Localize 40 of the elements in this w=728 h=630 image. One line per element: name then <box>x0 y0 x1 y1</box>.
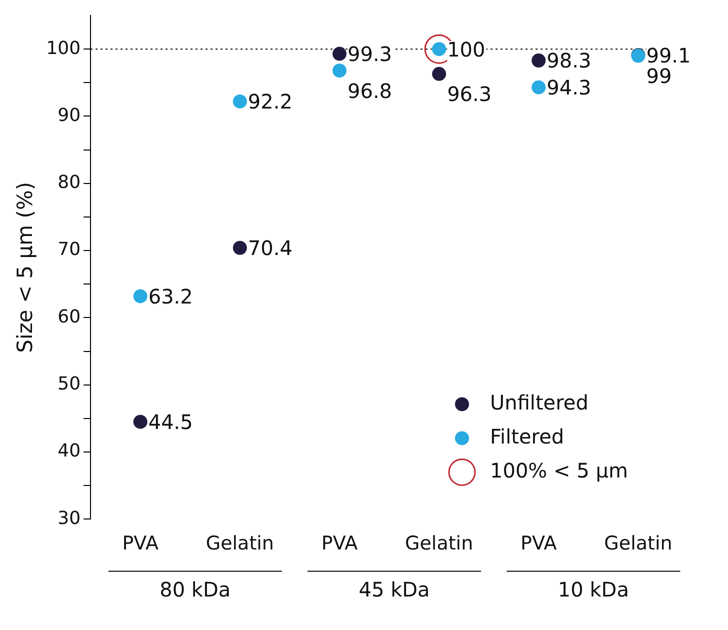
point <box>232 94 247 108</box>
data-label: 99.3 <box>347 42 392 66</box>
y-tick-label: 60 <box>58 306 81 328</box>
x-tick-label: PVA <box>520 532 557 555</box>
y-tick-label: 80 <box>58 172 81 194</box>
data-label: 96.8 <box>347 78 392 103</box>
point <box>133 289 148 304</box>
data-label: 44.5 <box>148 410 193 434</box>
y-tick-label: 100 <box>46 38 81 59</box>
point <box>532 80 546 94</box>
point <box>332 46 346 61</box>
point <box>133 414 148 429</box>
point <box>332 64 346 78</box>
legend-label: 100% < 5 µm <box>490 458 628 482</box>
text: 80 kDa <box>160 577 231 602</box>
x-tick-label: Gelatin <box>604 532 672 555</box>
x-tick-label: PVA <box>321 532 358 555</box>
y-tick-label: 50 <box>58 374 81 395</box>
legend-label: Unfiltered <box>490 390 588 414</box>
data-label: 92.2 <box>248 90 292 114</box>
data-label: 94.3 <box>546 76 592 100</box>
y-tick-label: 30 <box>58 508 81 529</box>
y-tick-label: 40 <box>58 440 81 462</box>
x-tick-label: Gelatin <box>405 532 474 555</box>
point <box>532 53 546 68</box>
text: 45 kDa <box>358 577 430 602</box>
data-label: 98.3 <box>546 48 592 73</box>
data-label: 63.2 <box>148 284 193 308</box>
text: 10 kDa <box>558 577 629 602</box>
data-label: 96.3 <box>447 82 492 106</box>
data-label: 100 <box>447 37 486 62</box>
data-label: 70.4 <box>248 236 292 260</box>
y-axis-title: Size < 5 µm (%) <box>13 182 38 353</box>
y-tick-label: 90 <box>58 104 81 126</box>
point <box>232 240 247 255</box>
legend-label: Filtered <box>490 424 564 448</box>
y-tick-label: 70 <box>58 239 81 260</box>
point <box>432 66 446 81</box>
x-tick-label: PVA <box>122 532 158 555</box>
x-tick-label: Gelatin <box>206 532 274 555</box>
